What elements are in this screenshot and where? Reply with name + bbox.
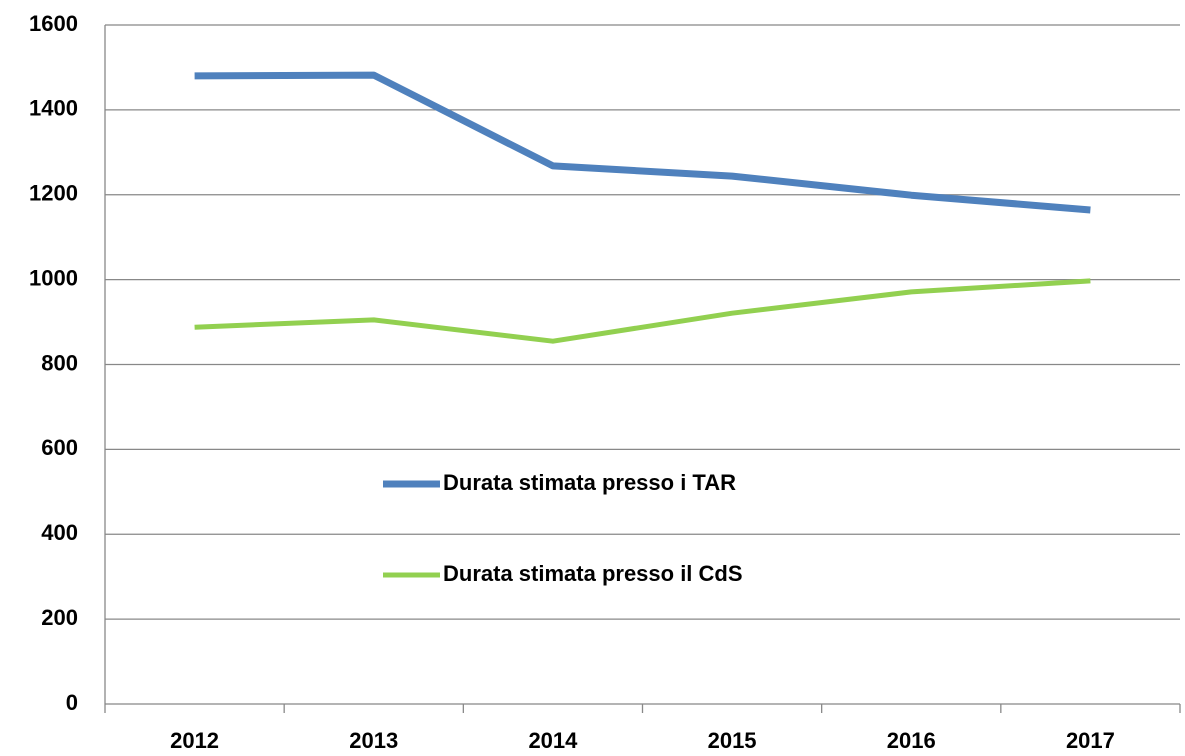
x-tick-label: 2013 (349, 728, 398, 753)
y-tick-label: 1000 (29, 265, 78, 290)
series-line (194, 278, 1091, 344)
y-tick-label: 400 (41, 520, 78, 545)
series-line (194, 71, 1091, 214)
x-tick-label: 2014 (528, 728, 578, 753)
x-tick-label: 2015 (708, 728, 757, 753)
y-tick-label: 1400 (29, 96, 78, 121)
y-tick-label: 1600 (29, 11, 78, 36)
legend-label: Durata stimata presso i TAR (443, 470, 736, 495)
y-tick-label: 0 (66, 690, 78, 715)
x-tick-label: 2016 (887, 728, 936, 753)
x-tick-label: 2017 (1066, 728, 1115, 753)
y-tick-label: 1200 (29, 181, 78, 206)
y-tick-label: 800 (41, 350, 78, 375)
y-tick-label: 600 (41, 435, 78, 460)
y-tick-label: 200 (41, 605, 78, 630)
x-tick-label: 2012 (170, 728, 219, 753)
legend-label: Durata stimata presso il CdS (443, 561, 743, 586)
